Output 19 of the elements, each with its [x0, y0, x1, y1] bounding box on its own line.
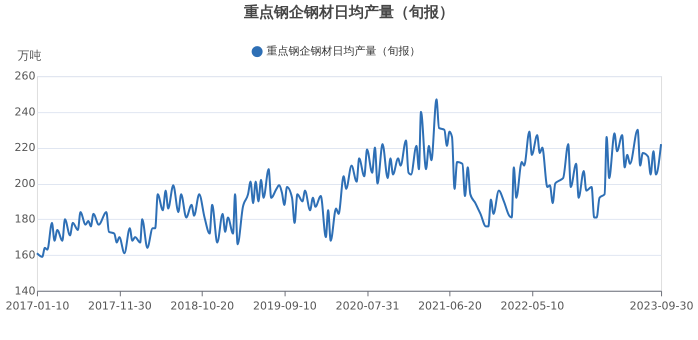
x-tick-label: 2017-01-10: [6, 299, 70, 312]
x-tick-label: 2020-07-31: [336, 299, 400, 312]
x-tick-label: 2023-09-30: [630, 299, 694, 312]
y-tick-label: 160: [14, 248, 36, 262]
line-series: [36, 98, 662, 258]
y-tick-label: 200: [14, 176, 36, 190]
x-tick-label: 2022-05-10: [500, 299, 564, 312]
x-tick-label: 2018-10-20: [170, 299, 234, 312]
y-tick-label: 180: [14, 212, 36, 226]
y-axis-title: 万吨: [17, 48, 42, 63]
y-tick-label: 240: [14, 105, 36, 118]
chart-title: 重点钢企钢材日均产量（旬报）: [243, 3, 454, 22]
y-tick-label: 140: [14, 284, 36, 298]
x-tick-label: 2017-11-30: [88, 299, 152, 312]
x-tick-label: 2019-09-10: [253, 299, 317, 312]
y-tick-label: 260: [14, 70, 36, 83]
legend-label: 重点钢企钢材日均产量（旬报）: [266, 44, 421, 58]
x-tick-label: 2021-06-20: [418, 299, 482, 312]
y-tick-label: 220: [14, 141, 36, 154]
